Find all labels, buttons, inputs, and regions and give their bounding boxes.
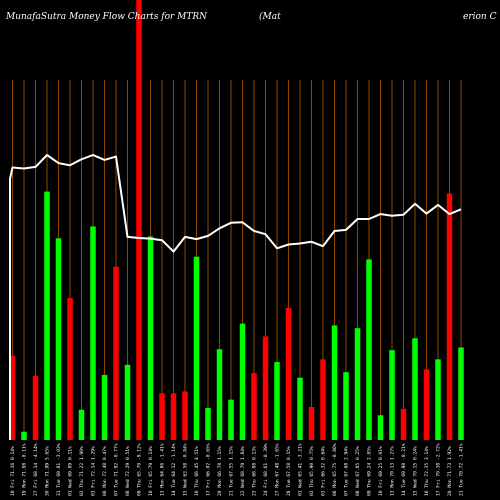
bars-layer (9, 0, 464, 440)
x-tick-label: 13 Mon 64.86 -1.41% (160, 443, 166, 496)
x-tick-label: 10 Fri 65.79 0.14% (148, 446, 154, 496)
money-flow-bar (400, 408, 407, 440)
money-flow-bar (389, 350, 395, 440)
money-flow-bar (423, 369, 430, 440)
x-tick-label: 21 Tue 67.55 1.15% (229, 446, 235, 496)
money-flow-bar (159, 393, 165, 440)
x-tick-label: 02 Thu 65.90 0.75% (309, 446, 315, 496)
x-tick-label: 01 Wed 65.41 -3.21% (298, 443, 304, 496)
money-flow-bar (124, 364, 131, 440)
money-flow-bar (366, 259, 372, 440)
x-tick-label: 23 Thu 68.88 0.13% (252, 446, 258, 496)
chart-title-right: erion C (463, 12, 497, 22)
money-flow-bar (239, 323, 246, 440)
money-flow-bar (216, 349, 223, 440)
x-tick-label: 14 Tue 69.98 -0.21% (401, 443, 407, 496)
x-tick-label: 20 Mon 71.73 1.92% (447, 446, 453, 496)
x-tick-label: 09 Thu 69.24 2.05% (367, 446, 373, 496)
money-flow-bar (274, 362, 280, 440)
money-flow-bar (435, 359, 441, 440)
money-flow-bar (446, 193, 453, 440)
money-flow-bar (90, 226, 96, 440)
money-flow-bar (44, 191, 50, 440)
x-tick-label: 27 Mon 67.48 -1.65% (275, 443, 281, 496)
x-tick-label: 27 Fri 68.14 -4.14% (33, 443, 39, 496)
x-tick-label: 14 Tue 64.12 -1.14% (171, 443, 177, 496)
money-flow-bar (101, 374, 108, 440)
money-flow-bar (205, 407, 211, 440)
money-flow-bar (147, 236, 154, 440)
x-tick-label: 02 Thu 71.22 1.90% (79, 446, 85, 496)
money-flow-bar (458, 347, 464, 440)
money-flow-bar (9, 355, 16, 440)
x-tick-label: 16 Thu 66.45 4.51% (194, 446, 200, 496)
money-flow-bar (308, 407, 315, 440)
money-flow-bar (113, 266, 119, 440)
x-tick-label: 15 Wed 70.15 0.24% (413, 446, 419, 496)
x-tick-label: 13 Mon 70.13 1.27% (390, 446, 396, 496)
x-tick-label: 17 Fri 66.02 -0.65% (206, 443, 212, 496)
x-tick-label: 20 Mon 66.78 1.15% (217, 446, 223, 496)
price-line-layer (9, 154, 462, 440)
money-flow-bar (377, 415, 384, 440)
x-tick-label: 10 Fri 69.25 0.01% (378, 446, 384, 496)
money-flow-bar (78, 409, 85, 440)
chart-title-left: MunafaSutra Money Flow Charts for MTRN (5, 12, 208, 22)
x-tick-label: 06 Mon 72.48 0.47% (102, 446, 108, 496)
x-tick-label: 24 Fri 68.61 -0.39% (263, 443, 269, 496)
money-flow-bar (67, 297, 73, 440)
money-flow-bar (354, 328, 361, 440)
x-tick-label: 08 Wed 72.29 0.51% (125, 446, 131, 496)
money-flow-bar (55, 238, 62, 440)
x-tick-label: 31 Tue 69.81 -3.03% (56, 443, 62, 496)
x-tick-label: 08 Wed 67.85 0.25% (355, 446, 361, 496)
x-tick-label: 21 Tue 70.72 -1.41% (459, 443, 465, 496)
money-flow-bar (228, 399, 234, 440)
x-tick-label: 30 Mon 71.99 5.65% (45, 446, 51, 496)
x-tick-label: 01 Wed 69.89 0.11% (68, 446, 74, 496)
money-flow-bar (21, 431, 27, 440)
chart-title-mid: (Mat (259, 11, 281, 22)
money-flow-bar (182, 391, 188, 440)
money-flow-bar (32, 375, 39, 440)
money-flow-bar (331, 325, 338, 440)
money-flow-bar (262, 336, 269, 440)
money-flow-bar (170, 393, 177, 440)
money-flow-bar (193, 256, 200, 440)
x-tick-label: 09 Thu 65.70 -9.12% (137, 443, 143, 496)
money-flow-bar (297, 377, 303, 440)
money-flow-bar (343, 372, 349, 440)
x-tick-label: 18 Fri 71.16 0.14% (10, 446, 16, 496)
x-tick-label: 28 Tue 67.58 0.15% (286, 446, 292, 496)
x-tick-label: 15 Wed 63.58 -0.84% (183, 443, 189, 496)
x-tick-label: 03 Fri 66.32 0.64% (321, 446, 327, 496)
money-flow-bar (136, 0, 142, 440)
price-line (9, 154, 462, 440)
x-tick-label: 03 Fri 72.14 1.29% (91, 446, 97, 496)
x-tick-label: 06 Mon 65.75 -0.86% (332, 443, 338, 496)
money-flow-bar (412, 338, 418, 440)
x-tick-labels: 18 Fri 71.16 0.14% 19 Mon 71.08 -0.11% 27 … (10, 443, 465, 496)
x-tick-label: 07 Tue 67.68 2.94% (344, 446, 350, 496)
x-tick-label: 22 Wed 68.79 1.84% (240, 446, 246, 496)
money-flow-bar (251, 373, 257, 440)
money-flow-bar (285, 308, 292, 440)
x-tick-label: 16 Thu 72.35 3.14% (424, 446, 430, 496)
x-tick-label: 19 Mon 71.08 -0.11% (22, 443, 28, 496)
x-tick-label: 07 Tue 71.92 -0.77% (114, 443, 120, 496)
money-flow-bar (320, 359, 326, 440)
x-tick-label: 17 Fri 70.38 -2.72% (436, 443, 442, 496)
